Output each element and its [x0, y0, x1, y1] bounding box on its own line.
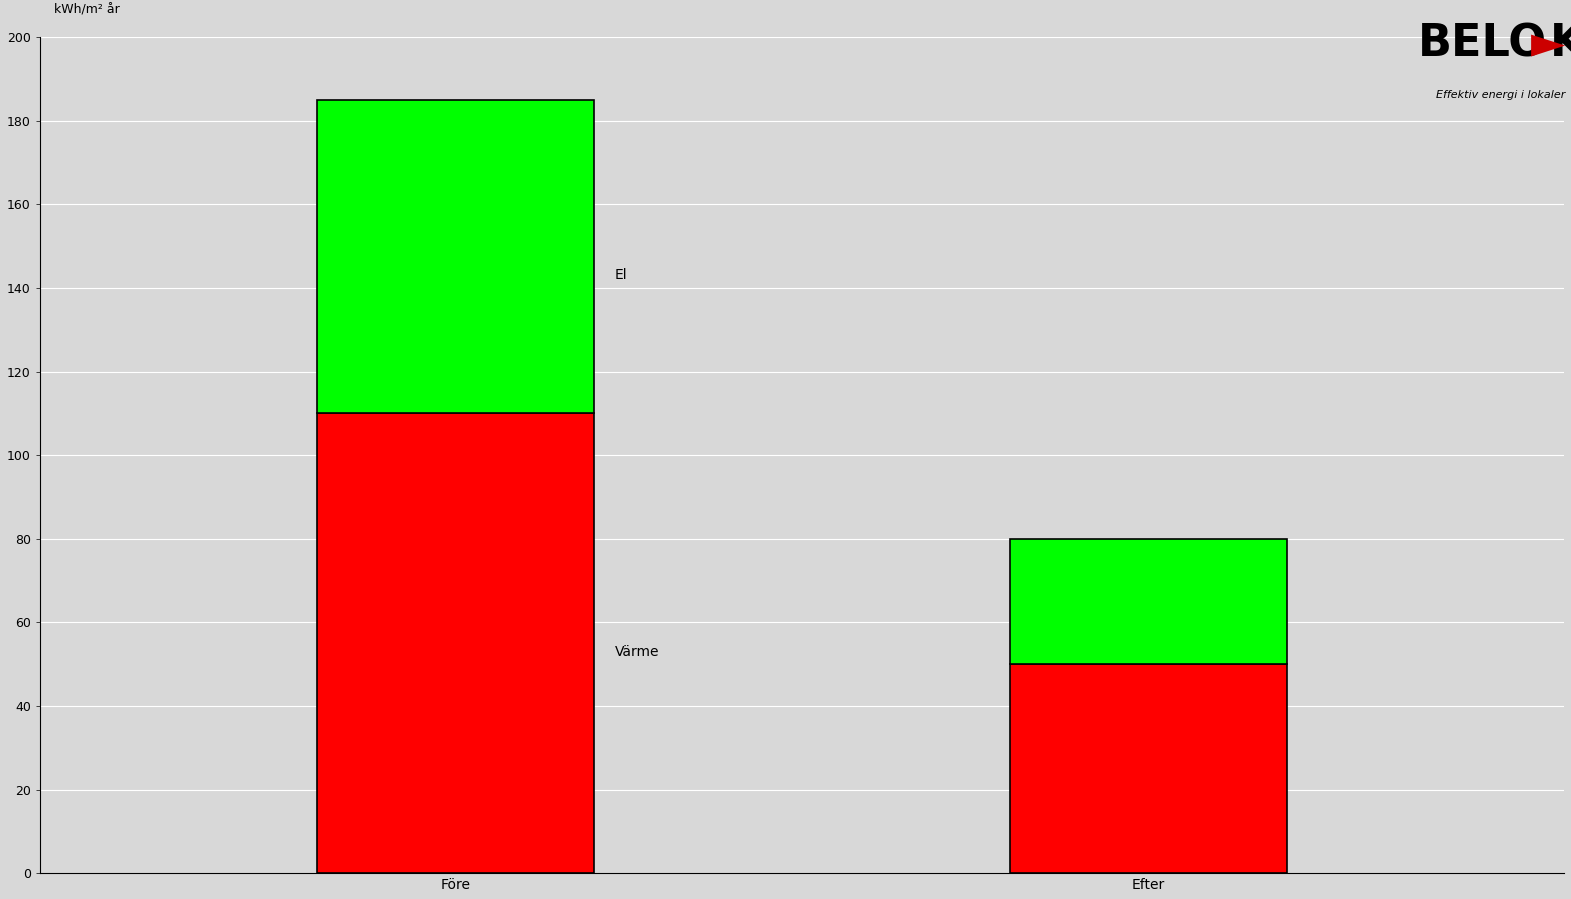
- Text: El: El: [614, 269, 627, 282]
- Text: ►: ►: [1532, 22, 1565, 66]
- Bar: [317, 100, 594, 414]
- Bar: [317, 414, 594, 873]
- Bar: [1010, 664, 1287, 873]
- Bar: [1010, 539, 1287, 664]
- Text: K: K: [1549, 22, 1571, 66]
- Text: kWh/m² år: kWh/m² år: [53, 4, 119, 16]
- Text: Värme: Värme: [614, 645, 660, 659]
- Text: Effektiv energi i lokaler: Effektiv energi i lokaler: [1436, 90, 1565, 100]
- Text: BELO: BELO: [1419, 22, 1547, 66]
